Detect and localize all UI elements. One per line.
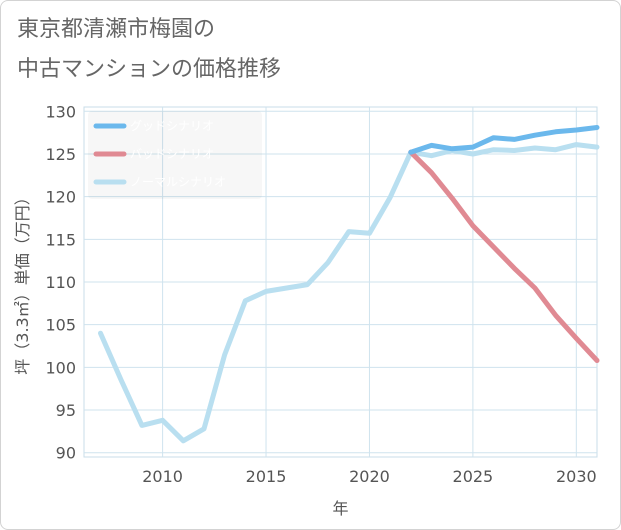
y-tick-label: 120 — [45, 188, 76, 207]
y-tick-label: 115 — [45, 230, 76, 249]
y-axis-label: 坪（3.3㎡）単価（万円） — [13, 189, 32, 374]
y-tick-label: 95 — [56, 401, 76, 420]
grid-lines — [84, 107, 597, 457]
chart-title-line-1: 東京都清瀬市梅園の — [17, 17, 216, 42]
y-tick-label: 130 — [45, 102, 76, 121]
legend-label: グッドシナリオ — [130, 119, 214, 133]
y-tick-label: 90 — [56, 444, 76, 463]
y-tick-label: 100 — [45, 358, 76, 377]
x-tick-label: 2015 — [246, 467, 287, 486]
series-line-2 — [408, 149, 600, 363]
y-tick-label: 110 — [45, 273, 76, 292]
x-tick-label: 2020 — [349, 467, 390, 486]
series-line-1 — [408, 125, 600, 155]
y-tick-label: 105 — [45, 316, 76, 335]
x-tick-label: 2010 — [142, 467, 183, 486]
x-axis-label: 年 — [332, 499, 348, 518]
legend-box — [88, 111, 262, 199]
series-line-3 — [98, 142, 600, 444]
legend-label: ノーマルシナリオ — [130, 175, 226, 189]
chart-title-line-2: 中古マンションの価格推移 — [17, 57, 282, 82]
y-tick-label: 125 — [45, 145, 76, 164]
x-tick-label: 2030 — [556, 467, 597, 486]
axis-ticks: 90 95 100 105 110 115 120 125 130 2010 2015 2020 202… — [45, 102, 596, 486]
series-lines — [98, 125, 600, 444]
x-tick-label: 2025 — [453, 467, 494, 486]
legend-label: バッドシナリオ — [130, 147, 214, 161]
